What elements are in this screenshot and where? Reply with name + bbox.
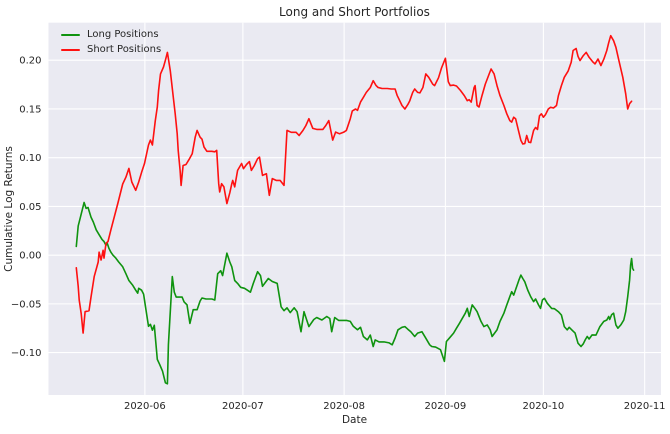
legend-item-long-positions: Long Positions <box>61 27 161 42</box>
legend-line-swatch <box>61 48 80 51</box>
chart-title: Long and Short Portfolios <box>279 5 430 19</box>
x-tick-label: 2020-08 <box>323 401 365 412</box>
legend-label: Long Positions <box>87 29 159 40</box>
plot-background <box>48 22 661 395</box>
y-tick-label: −0.05 <box>11 299 42 310</box>
y-tick-label: 0.10 <box>19 153 41 164</box>
legend: Long Positions Short Positions <box>61 27 161 57</box>
x-tick-label: 2020-06 <box>124 401 166 412</box>
legend-item-short-positions: Short Positions <box>61 42 161 57</box>
y-tick-label: −0.10 <box>11 348 42 359</box>
series-line-long-positions <box>75 201 635 385</box>
x-tick-label: 2020-09 <box>425 401 467 412</box>
y-tick-label: 0.05 <box>19 202 41 213</box>
y-tick-label: 0.15 <box>19 104 41 115</box>
y-axis-label: Cumulative Log Returns <box>3 146 15 272</box>
y-tick-label: 0.20 <box>19 56 41 67</box>
x-tick-label: 2020-11 <box>624 401 666 412</box>
legend-line-swatch <box>61 33 80 36</box>
x-axis-label: Date <box>341 414 368 426</box>
legend-label: Short Positions <box>87 44 162 55</box>
y-tick-label: 0.00 <box>19 251 41 262</box>
x-tick-label: 2020-10 <box>523 401 565 412</box>
series-line-short-positions <box>75 34 633 334</box>
x-tick-label: 2020-07 <box>222 401 264 412</box>
